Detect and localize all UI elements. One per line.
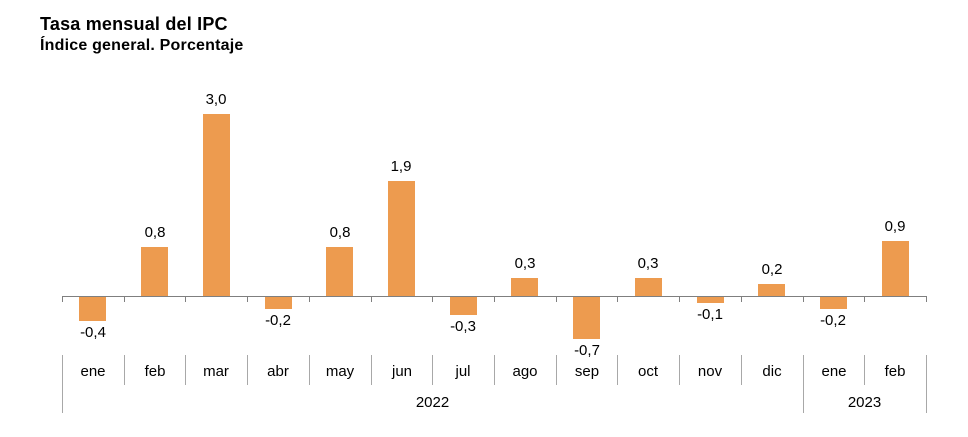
month-separator <box>124 355 125 385</box>
bar-value-label: 0,8 <box>144 224 166 241</box>
year-boundary-separator <box>926 355 927 413</box>
x-axis-year-label: 2022 <box>415 394 450 411</box>
axis-tick <box>556 297 557 302</box>
month-separator <box>247 355 248 385</box>
bar-value-label: -0,3 <box>450 318 476 335</box>
bar-value-label: 0,2 <box>761 261 783 278</box>
bar <box>326 247 353 296</box>
x-axis-year-label: 2023 <box>847 394 882 411</box>
bar-value-label: 0,9 <box>884 218 906 235</box>
bar-value-label: 0,3 <box>637 255 659 272</box>
month-separator <box>617 355 618 385</box>
x-axis-line <box>62 296 927 297</box>
month-separator <box>371 355 372 385</box>
bar <box>265 297 292 309</box>
axis-tick <box>803 297 804 302</box>
bar-value-label: 0,3 <box>514 255 536 272</box>
axis-tick <box>617 297 618 302</box>
x-axis-month-label: jul <box>455 363 471 380</box>
x-axis-month-label: jun <box>391 363 413 380</box>
bar-value-label: 0,8 <box>329 224 351 241</box>
x-axis-month-label: feb <box>144 363 166 380</box>
month-separator <box>309 355 310 385</box>
axis-tick <box>679 297 680 302</box>
axis-tick <box>494 297 495 302</box>
bar <box>79 297 106 321</box>
x-axis-month-label: ene <box>80 363 106 380</box>
month-separator <box>864 355 865 385</box>
bar-value-label: -0,1 <box>697 306 723 323</box>
x-axis-month-label: ago <box>512 363 538 380</box>
chart-title: Tasa mensual del IPC <box>40 14 228 34</box>
bar <box>758 284 785 296</box>
bar <box>882 241 909 296</box>
bar <box>697 297 724 303</box>
bar <box>573 297 600 339</box>
bar <box>141 247 168 296</box>
x-axis-month-label: feb <box>884 363 906 380</box>
bar <box>450 297 477 315</box>
axis-tick <box>247 297 248 302</box>
axis-tick <box>926 297 927 302</box>
bar <box>203 114 230 296</box>
year-boundary-separator <box>62 355 63 413</box>
month-separator <box>185 355 186 385</box>
x-axis-month-label: dic <box>762 363 782 380</box>
month-separator <box>679 355 680 385</box>
axis-tick <box>432 297 433 302</box>
x-axis-month-label: nov <box>697 363 723 380</box>
bar-value-label: 3,0 <box>205 91 227 108</box>
x-axis-month-label: sep <box>574 363 600 380</box>
bar-value-label: -0,7 <box>574 342 600 359</box>
x-axis-month-label: may <box>325 363 355 380</box>
axis-tick <box>371 297 372 302</box>
month-separator <box>432 355 433 385</box>
bar <box>635 278 662 296</box>
year-boundary-separator <box>803 355 804 413</box>
bar <box>820 297 847 309</box>
x-axis-month-label: oct <box>637 363 658 380</box>
axis-tick <box>185 297 186 302</box>
bar-value-label: -0,4 <box>80 324 106 341</box>
axis-tick <box>741 297 742 302</box>
bar-value-label: 1,9 <box>390 158 412 175</box>
x-axis-month-label: mar <box>203 363 229 380</box>
month-separator <box>494 355 495 385</box>
axis-tick <box>124 297 125 302</box>
bar-value-label: -0,2 <box>265 312 291 329</box>
month-separator <box>556 355 557 385</box>
chart-subtitle: Índice general. Porcentaje <box>40 37 244 54</box>
x-axis-month-label: ene <box>821 363 847 380</box>
x-axis-month-label: abr <box>267 363 289 380</box>
axis-tick <box>62 297 63 302</box>
axis-tick <box>309 297 310 302</box>
month-separator <box>741 355 742 385</box>
bar <box>388 181 415 296</box>
bar <box>511 278 538 296</box>
bar-value-label: -0,2 <box>820 312 846 329</box>
axis-tick <box>864 297 865 302</box>
